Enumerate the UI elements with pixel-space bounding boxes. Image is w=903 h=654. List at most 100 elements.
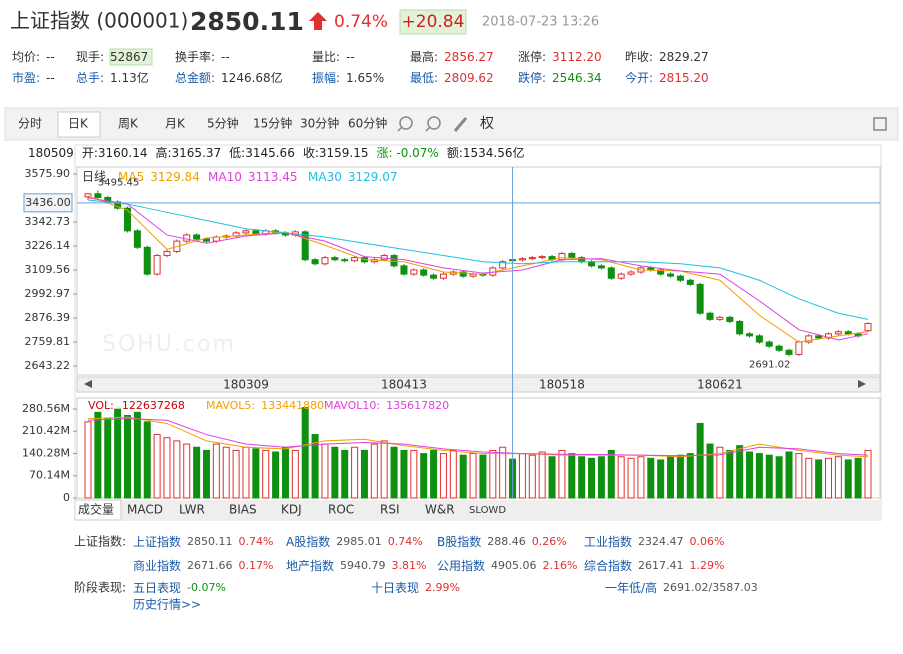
volume-bar xyxy=(133,411,141,499)
volume-bar xyxy=(667,456,675,499)
volume-bar xyxy=(311,434,319,499)
history-link[interactable]: 历史行情>> xyxy=(133,598,201,612)
volume-bar xyxy=(331,446,339,499)
tab[interactable]: 月K xyxy=(165,117,186,131)
indicator-tab[interactable]: ROC xyxy=(328,503,354,517)
candle-body xyxy=(647,267,655,271)
volume-plot xyxy=(76,397,881,499)
index-value: 2324.47 xyxy=(638,535,684,548)
vol-value: 122637268 xyxy=(122,399,185,412)
tab[interactable]: 日K xyxy=(68,117,89,131)
index-name[interactable]: 地产指数 xyxy=(286,558,334,573)
volume-bar xyxy=(351,446,359,499)
vol-ma-legend: MAVOL5: 133441880 xyxy=(206,399,324,412)
stat-value: 3112.20 xyxy=(552,50,602,64)
x-tick-label: 180309 xyxy=(223,378,269,392)
volume-bar xyxy=(202,449,210,499)
candle-body xyxy=(143,246,151,275)
volume-bar xyxy=(301,407,309,499)
volume-bar xyxy=(607,449,615,499)
index-value: 2617.41 xyxy=(638,559,684,572)
candle-body xyxy=(716,316,724,320)
scroll-left[interactable] xyxy=(84,380,92,388)
candle-body xyxy=(242,230,250,234)
volume-bar xyxy=(212,443,220,499)
vol-tick-label: 140.28M xyxy=(22,446,70,459)
vol-tick-label: 210.42M xyxy=(22,424,70,437)
volume-bar xyxy=(469,453,477,499)
volume-bar xyxy=(696,422,704,499)
scroll-right[interactable] xyxy=(858,380,866,388)
volume-bar xyxy=(360,449,368,499)
volume-bar xyxy=(400,449,408,499)
cursor-field: 180509 xyxy=(28,146,74,160)
y-tick-label: 3226.14 xyxy=(25,239,71,252)
candle-body xyxy=(123,207,131,232)
index-name[interactable]: 工业指数 xyxy=(584,534,632,549)
index-cell: B股指数 288.46 0.26% xyxy=(437,534,567,549)
tab[interactable]: 5分钟 xyxy=(207,116,239,131)
candle-body xyxy=(746,333,754,337)
indicator-tab[interactable]: BIAS xyxy=(229,503,257,517)
candle-body xyxy=(676,275,684,281)
tab[interactable]: 30分钟 xyxy=(300,116,339,131)
volume-bar xyxy=(568,453,576,499)
indicator-bar xyxy=(75,500,881,520)
stat-label: 总手: xyxy=(76,71,104,85)
volume-bar xyxy=(795,453,803,499)
indicator-tab[interactable]: KDJ xyxy=(281,503,302,517)
volume-bar xyxy=(94,411,102,499)
y-tick-label: 2876.39 xyxy=(25,311,71,324)
candle-body xyxy=(252,230,260,235)
tab[interactable]: 15分钟 xyxy=(253,116,292,131)
indicator-tab[interactable]: RSI xyxy=(380,503,400,517)
scrollbar[interactable] xyxy=(76,376,881,393)
volume-bar xyxy=(281,446,289,499)
candle-body xyxy=(558,252,566,261)
candle-body xyxy=(617,273,625,279)
candle-body xyxy=(765,341,773,347)
index-value: 2985.01 xyxy=(336,535,382,548)
vol-ma-name: MAVOL5: xyxy=(206,399,255,412)
stat: 总金额: 1246.68亿 xyxy=(175,70,283,85)
candle-body xyxy=(400,265,408,275)
cursor-field: 低:3145.66 xyxy=(229,146,295,160)
index-name[interactable]: A股指数 xyxy=(286,534,330,549)
indicator-tab[interactable]: W&R xyxy=(425,503,455,517)
volume-bar xyxy=(538,451,546,499)
time: 2018-07-23 13:26 xyxy=(482,15,599,30)
candle-body xyxy=(686,279,694,285)
tab[interactable]: 分时 xyxy=(18,117,42,131)
indicator-tab[interactable]: LWR xyxy=(179,503,205,517)
tab[interactable]: 60分钟 xyxy=(348,116,387,131)
volume-bar xyxy=(844,459,852,499)
index-pct: 0.17% xyxy=(239,559,274,572)
index-value: 5940.79 xyxy=(340,559,386,572)
stat-label: 换手率: xyxy=(175,49,215,64)
stage-item: 五日表现 -0.07% xyxy=(133,581,226,595)
indicator-tab[interactable]: 成交量 xyxy=(78,502,114,517)
legend-value: 3129.07 xyxy=(348,170,398,184)
stat-value: 52867 xyxy=(110,50,148,64)
legend-item: MA10 3113.45 xyxy=(208,170,297,184)
indicator-tab[interactable]: MACD xyxy=(127,503,163,517)
index-name[interactable]: B股指数 xyxy=(437,534,481,549)
index-pct: 0.74% xyxy=(239,535,274,548)
index-name[interactable]: 综合指数 xyxy=(584,558,632,573)
stat: 跌停: 2546.34 xyxy=(518,70,602,85)
candle-body xyxy=(301,231,309,261)
candle-body xyxy=(420,269,428,276)
volume-bar xyxy=(430,449,438,499)
stage-value: 2.99% xyxy=(425,581,460,594)
index-name[interactable]: 商业指数 xyxy=(133,558,181,573)
tab[interactable]: 周K xyxy=(118,117,139,131)
index-name[interactable]: 上证指数 xyxy=(133,534,181,549)
indicator-tab[interactable]: SLOWD xyxy=(469,505,506,516)
volume-bar xyxy=(242,446,250,499)
stat: 最高: 2856.27 xyxy=(410,49,494,64)
index-value: 2671.66 xyxy=(187,559,233,572)
index-name[interactable]: 公用指数 xyxy=(437,558,485,573)
title: 上证指数 (000001) xyxy=(10,9,188,33)
tool-right[interactable]: 权 xyxy=(480,116,494,132)
